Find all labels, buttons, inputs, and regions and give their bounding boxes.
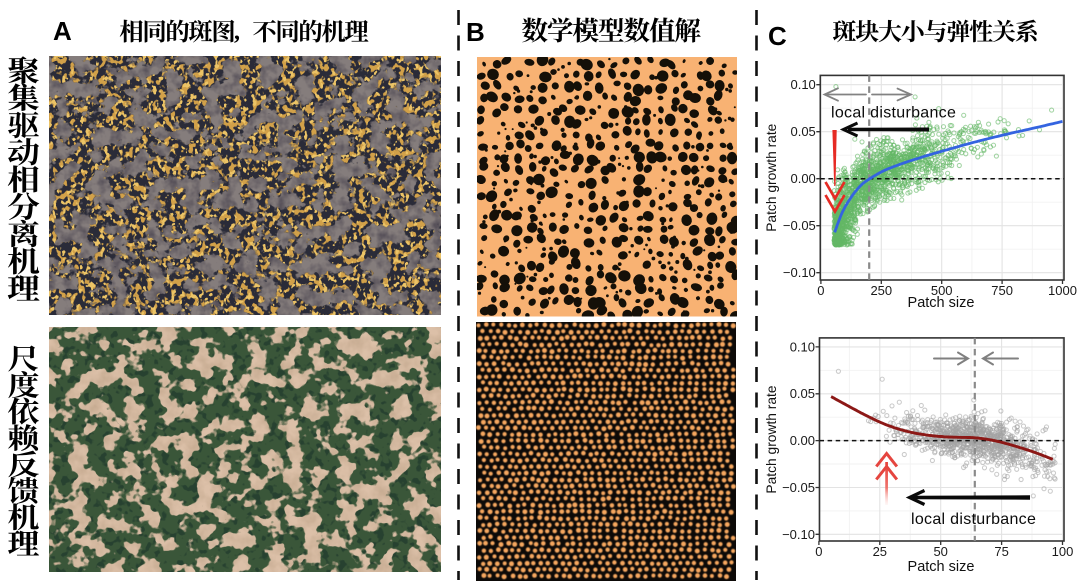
- svg-text:B: B: [466, 17, 485, 47]
- svg-text:0.05: 0.05: [790, 386, 815, 401]
- svg-text:Patch size: Patch size: [908, 295, 975, 311]
- svg-text:local disturbance: local disturbance: [911, 511, 1036, 528]
- svg-text:0.00: 0.00: [790, 433, 815, 448]
- svg-text:0.10: 0.10: [790, 339, 815, 354]
- svg-text:75: 75: [994, 544, 1008, 559]
- svg-text:50: 50: [933, 544, 947, 559]
- svg-text:0.00: 0.00: [790, 171, 815, 186]
- svg-text:750: 750: [991, 283, 1013, 298]
- svg-text:−0.05: −0.05: [783, 218, 816, 233]
- svg-text:Patch growth rate: Patch growth rate: [764, 385, 779, 493]
- svg-text:0: 0: [815, 544, 822, 559]
- svg-text:Patch size: Patch size: [908, 559, 975, 575]
- svg-text:0: 0: [817, 283, 824, 298]
- svg-text:0.05: 0.05: [790, 124, 815, 139]
- svg-text:,: ,: [234, 19, 240, 45]
- svg-text:A: A: [53, 16, 72, 46]
- svg-text:−0.10: −0.10: [782, 527, 815, 542]
- svg-text:−0.10: −0.10: [783, 265, 816, 280]
- svg-text:local disturbance: local disturbance: [831, 105, 956, 122]
- svg-text:250: 250: [870, 283, 892, 298]
- svg-text:0.10: 0.10: [790, 77, 815, 92]
- svg-text:1000: 1000: [1048, 283, 1077, 298]
- svg-text:−0.05: −0.05: [782, 480, 815, 495]
- svg-text:C: C: [768, 21, 787, 51]
- svg-text:Patch growth rate: Patch growth rate: [764, 123, 779, 231]
- svg-text:500: 500: [931, 283, 953, 298]
- svg-text:100: 100: [1052, 544, 1074, 559]
- svg-text:25: 25: [873, 544, 887, 559]
